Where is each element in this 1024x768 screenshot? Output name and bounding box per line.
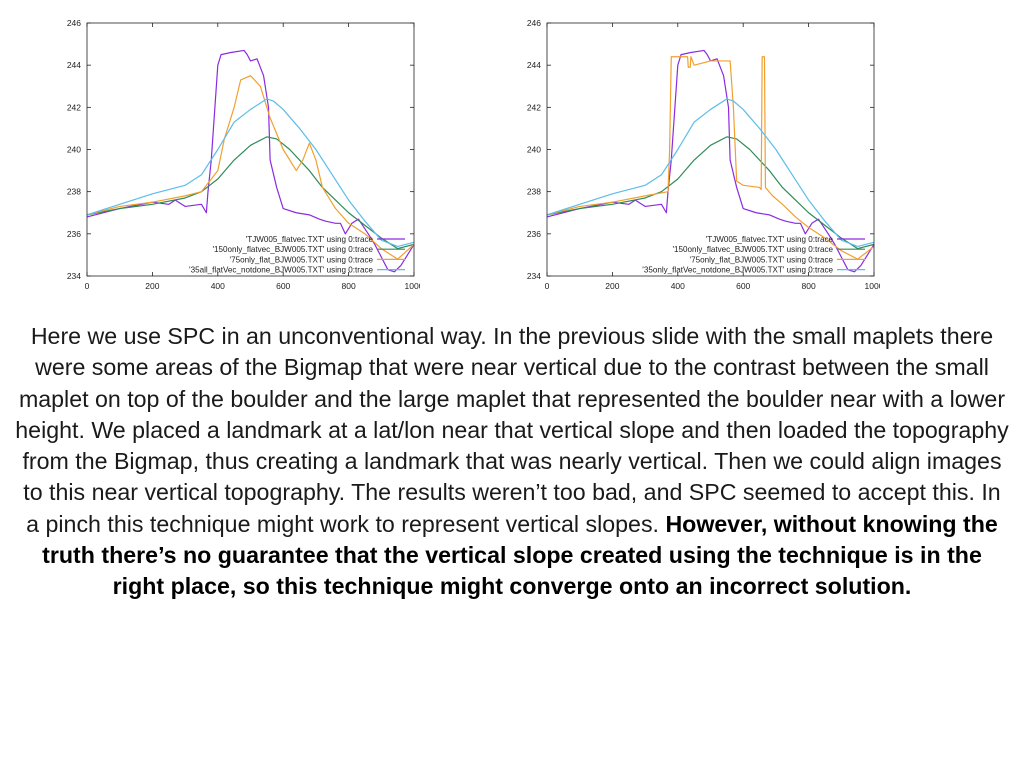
x-tick-label: 0 (85, 281, 90, 291)
series-line-3 (86, 75, 415, 260)
x-tick-label: 1000 (405, 281, 420, 291)
caption-text: Here we use SPC in an unconventional way… (15, 323, 1009, 537)
x-tick-label: 800 (342, 281, 356, 291)
y-tick-label: 242 (67, 102, 81, 112)
legend: 'TJW005_flatvec.TXT' using 0:trace'150on… (642, 235, 865, 275)
y-tick-label: 242 (527, 102, 541, 112)
x-tick-label: 0 (545, 281, 550, 291)
legend-label: 'TJW005_flatvec.TXT' using 0:trace (246, 235, 374, 244)
y-tick-label: 240 (67, 145, 81, 155)
legend-label: '35all_flatVec_notdone_BJW005.TXT' using… (189, 266, 373, 275)
chart-left: 0 200 400 600 800 1000 234 236 238 240 242 244 246 'T… (60, 10, 420, 300)
y-tick-label: 236 (67, 229, 81, 239)
legend-label: '150only_flatvec_BJW005.TXT' using 0:tra… (672, 245, 833, 254)
y-tick-label: 246 (67, 18, 81, 28)
x-tick-label: 200 (605, 281, 619, 291)
series-line-2 (86, 136, 415, 250)
series-line-4 (86, 98, 415, 248)
chart-svg-1: 0 200 400 600 800 1000 234 236 238 240 242 244 246 'T… (527, 18, 880, 291)
y-tick-label: 240 (527, 145, 541, 155)
legend-label: '75only_flat_BJW005.TXT' using 0:trace (230, 255, 374, 264)
x-tick-label: 1000 (865, 281, 880, 291)
series-line-4 (546, 98, 875, 248)
x-tick-label: 600 (736, 281, 750, 291)
x-tick-label: 400 (671, 281, 685, 291)
chart-svg-0: 0 200 400 600 800 1000 234 236 238 240 242 244 246 'T… (67, 18, 420, 291)
series-line-3 (546, 56, 875, 260)
legend-label: '75only_flat_BJW005.TXT' using 0:trace (690, 255, 834, 264)
y-tick-label: 234 (67, 271, 81, 281)
x-tick-label: 800 (802, 281, 816, 291)
slide-caption: Here we use SPC in an unconventional way… (14, 321, 1010, 603)
legend-label: '150only_flatvec_BJW005.TXT' using 0:tra… (212, 245, 373, 254)
y-tick-label: 244 (67, 60, 81, 70)
series-line-2 (546, 136, 875, 250)
y-tick-label: 238 (67, 187, 81, 197)
y-tick-label: 244 (527, 60, 541, 70)
y-tick-label: 238 (527, 187, 541, 197)
y-tick-label: 246 (527, 18, 541, 28)
caption-bold-text: However, without knowing the truth there… (42, 510, 998, 600)
chart-right: 0 200 400 600 800 1000 234 236 238 240 242 244 246 'T… (520, 10, 880, 300)
y-tick-label: 236 (527, 229, 541, 239)
x-tick-label: 400 (211, 281, 225, 291)
y-tick-label: 234 (527, 271, 541, 281)
x-tick-label: 200 (145, 281, 159, 291)
series-line-1 (546, 49, 875, 273)
legend-label: 'TJW005_flatvec.TXT' using 0:trace (706, 235, 834, 244)
legend-label: '35only_flatVec_notdone_BJW005.TXT' usin… (642, 266, 833, 275)
x-tick-label: 600 (276, 281, 290, 291)
legend: 'TJW005_flatvec.TXT' using 0:trace'150on… (189, 235, 405, 275)
